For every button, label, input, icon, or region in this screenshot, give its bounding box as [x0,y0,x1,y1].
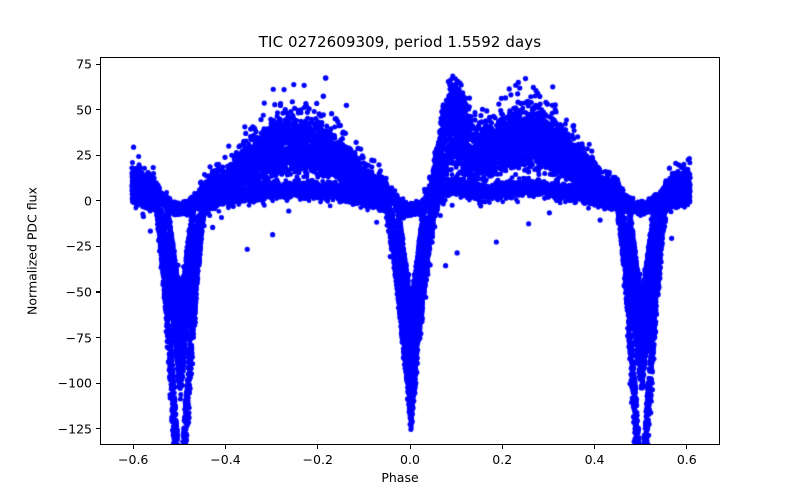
y-tick-label: 0 [84,193,92,209]
chart-title: TIC 0272609309, period 1.5592 days [258,33,542,51]
y-tick-label: 25 [76,147,92,163]
y-tick-label: −75 [65,330,92,346]
y-axis-label: Normalized PDC flux [24,187,40,315]
x-tick-label: 0.4 [584,452,605,467]
x-tick-mark [501,445,503,449]
y-tick-label: −25 [65,238,92,254]
x-tick-mark [317,445,319,449]
y-tick-mark [96,154,100,156]
y-tick-mark [96,63,100,65]
y-tick-mark [96,291,100,293]
y-tick-label: 50 [76,102,92,118]
x-tick-label: 0.2 [492,452,513,467]
x-tick-mark [132,445,134,449]
plot-area [100,57,720,445]
y-tick-mark [96,382,100,384]
y-tick-mark [96,428,100,430]
x-tick-label: −0.4 [210,452,241,467]
x-tick-label: 0.6 [676,452,697,467]
y-tick-mark [96,245,100,248]
x-axis-label: Phase [381,470,419,485]
x-tick-mark [224,445,227,449]
x-tick-mark [594,445,596,449]
y-tick-mark [96,200,100,202]
x-tick-mark [409,445,411,449]
x-tick-label: 0.0 [400,452,420,467]
x-tick-label: −0.6 [118,452,149,467]
y-tick-mark [96,337,100,339]
y-tick-label: −125 [57,421,92,437]
y-tick-mark [96,109,100,111]
y-tick-label: −50 [65,284,92,300]
y-tick-label: 75 [76,56,92,72]
scatter-series-canvas [101,58,719,444]
x-tick-mark [686,445,688,449]
y-tick-label: −100 [57,375,92,391]
x-tick-label: −0.2 [302,452,333,467]
